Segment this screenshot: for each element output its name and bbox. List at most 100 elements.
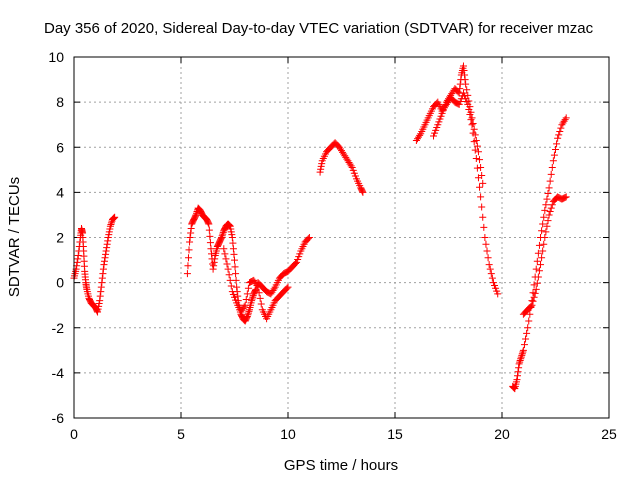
data-point-marker [74,252,82,260]
y-tick-label: 0 [56,275,64,291]
data-point-marker [518,350,526,358]
data-point-marker [472,155,480,163]
data-point-marker [534,249,542,257]
data-point-marker [545,211,553,219]
data-point-marker [248,297,256,305]
data-point-marker [74,255,82,263]
data-point-marker [186,234,194,241]
data-point-marker [538,227,546,235]
data-point-marker [110,214,118,222]
data-point-marker [358,187,366,195]
data-point-marker [347,162,355,170]
data-point-marker [218,232,226,240]
data-point-marker [103,240,111,248]
data-point-marker [513,376,521,384]
data-point-marker [537,261,545,269]
data-point-marker [531,289,539,297]
data-point-marker [476,156,484,164]
data-point-marker [99,270,107,278]
data-point-marker [465,97,473,105]
data-point-marker [204,219,212,227]
data-point-marker [525,317,533,325]
data-point-marker [519,348,527,356]
data-point-marker [205,226,213,234]
data-point-marker [106,222,114,230]
data-point-marker [533,257,541,265]
x-tick-label: 20 [494,426,510,442]
data-point-marker [210,262,218,270]
data-point-marker [544,217,552,225]
y-tick-label: 6 [56,139,64,155]
data-point-marker [243,312,251,320]
data-point-marker [211,255,219,263]
data-point-marker [110,214,118,222]
data-point-marker [459,62,467,70]
data-point-marker [234,292,242,300]
data-point-marker [242,296,250,304]
data-point-marker [538,254,546,262]
data-point-marker [255,289,263,297]
data-point-marker [530,293,538,301]
x-tick-label: 25 [601,426,617,442]
data-point-marker [225,221,233,229]
data-point-marker [541,206,549,214]
data-point-marker [561,116,569,124]
data-point-marker [557,124,565,132]
data-point-marker [471,146,479,154]
data-point-marker [542,228,550,236]
data-point-marker [562,193,570,201]
y-tick-label: -2 [52,320,65,336]
data-point-marker [545,184,553,192]
data-point-marker [225,271,233,279]
data-point-marker [467,108,475,116]
data-point-marker [226,222,234,230]
data-point-marker [547,204,555,212]
data-point-marker [225,221,233,229]
data-point-marker [205,220,213,228]
data-point-marker [209,260,217,268]
data-point-marker [478,203,486,211]
data-point-marker [484,254,492,262]
data-point-marker [291,259,299,267]
data-point-marker [229,245,237,253]
data-point-marker [478,171,486,179]
data-point-marker [547,170,555,178]
data-point-marker [479,213,487,221]
data-point-marker [283,284,291,292]
data-point-marker [460,67,468,75]
data-point-marker [477,164,485,172]
data-point-marker [539,220,547,228]
data-point-marker [463,86,471,94]
data-point-marker [193,209,201,217]
data-point-marker [456,85,464,93]
data-point-marker [244,309,252,317]
data-point-marker [257,300,265,308]
data-point-marker [270,285,278,293]
x-tick-label: 15 [387,426,403,442]
data-point-marker [468,121,476,129]
data-point-marker [540,213,548,221]
data-point-marker [186,238,194,246]
grid-lines [74,57,609,418]
data-point-marker [99,265,107,273]
data-point-marker [244,311,252,319]
axis-ticks: 0 5 10 15 20 25 -6 -4 -2 0 2 4 6 8 10 [48,49,617,442]
data-point-marker [472,136,480,144]
data-point-marker [524,324,532,332]
data-point-marker [305,234,313,241]
data-point-marker [304,235,312,243]
y-tick-label: 10 [48,49,64,65]
data-point-marker [516,356,524,364]
data-point-marker [515,360,523,368]
data-point-marker [485,261,493,269]
data-point-marker [486,265,494,273]
data-point-marker [482,240,490,248]
data-point-marker [209,265,217,273]
data-point-marker [102,250,110,258]
data-point-marker [206,239,214,247]
data-point-marker [466,103,474,111]
chart-title: Day 356 of 2020, Sidereal Day-to-day VTE… [44,20,594,37]
data-point-marker [514,372,522,380]
data-point-marker [184,254,192,262]
